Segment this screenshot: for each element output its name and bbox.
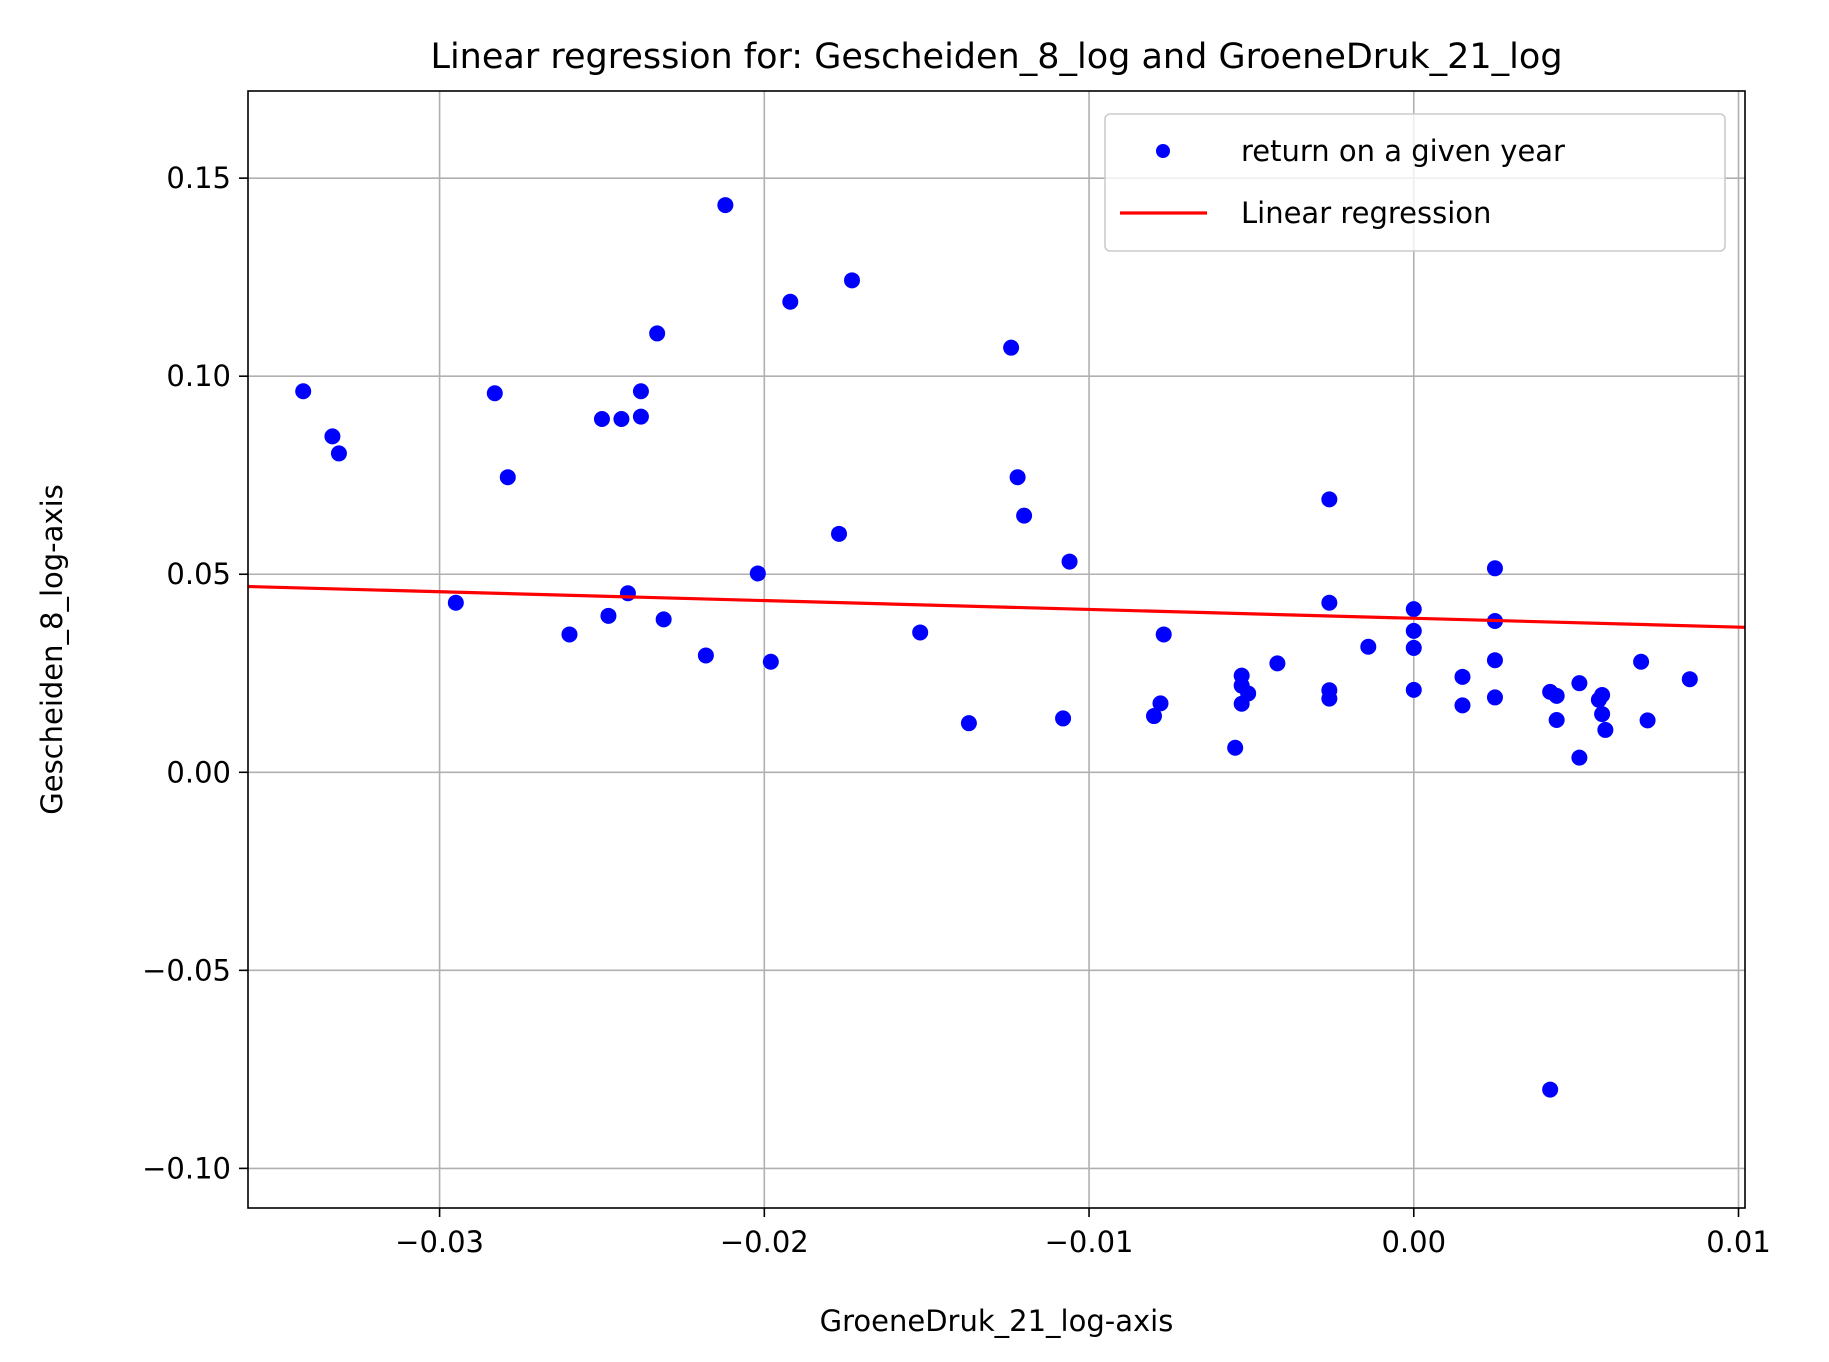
data-point: [1571, 675, 1588, 692]
data-point: [1321, 491, 1338, 508]
regression-line: [247, 584, 1746, 629]
data-point: [912, 624, 929, 641]
x-axis-title: GroeneDruk_21_log-axis: [820, 1304, 1174, 1338]
data-point: [1681, 671, 1698, 688]
data-point: [447, 594, 464, 611]
legend-box: [1104, 113, 1726, 252]
data-point: [600, 607, 617, 624]
x-tick-label: −0.03: [395, 1225, 484, 1259]
data-point: [1155, 626, 1172, 643]
data-point: [613, 410, 630, 427]
x-tick-label: −0.02: [720, 1225, 809, 1259]
x-tick-label: −0.01: [1045, 1225, 1134, 1259]
data-point: [1009, 469, 1026, 486]
data-point: [1405, 622, 1422, 639]
legend-marker-scatter: [1156, 144, 1170, 158]
data-point: [330, 445, 347, 462]
data-point: [1633, 653, 1650, 670]
data-point: [1145, 708, 1162, 725]
y-tick-label: −0.10: [142, 1151, 231, 1185]
ticks: −0.03 −0.02 −0.01 0.00 0.01 −0.10 −0.05 0.00 0.0…: [142, 161, 1771, 1259]
data-point: [499, 469, 516, 486]
data-point: [1321, 690, 1338, 707]
data-point: [1548, 712, 1565, 729]
data-point: [295, 383, 312, 400]
data-point: [1016, 507, 1033, 524]
y-tick-label: 0.10: [166, 359, 231, 393]
data-point: [831, 525, 848, 542]
data-point: [1321, 594, 1338, 611]
data-point: [1486, 689, 1503, 706]
data-point: [762, 653, 779, 670]
data-point: [1486, 652, 1503, 669]
data-point: [1061, 553, 1078, 570]
data-point: [1269, 655, 1286, 672]
data-point: [1405, 639, 1422, 656]
data-point: [655, 611, 672, 628]
data-point: [619, 585, 636, 602]
data-point: [1454, 697, 1471, 714]
y-tick-label: 0.00: [166, 755, 231, 789]
data-point: [782, 293, 799, 310]
data-point: [1405, 601, 1422, 618]
data-point: [486, 385, 503, 402]
data-point: [1548, 687, 1565, 704]
data-point: [1227, 739, 1244, 756]
plot-data: [247, 197, 1746, 1098]
data-point: [749, 565, 766, 582]
data-point: [1405, 681, 1422, 698]
data-point: [960, 715, 977, 732]
legend: return on a given year Linear regression: [1104, 113, 1726, 252]
data-point: [561, 626, 578, 643]
data-point: [1240, 685, 1257, 702]
y-tick-label: 0.05: [166, 557, 231, 591]
y-tick-label: 0.15: [166, 161, 231, 195]
x-tick-label: 0.01: [1706, 1225, 1771, 1259]
legend-label-line: Linear regression: [1241, 196, 1491, 230]
data-point: [843, 272, 860, 289]
data-point: [1003, 339, 1020, 356]
data-point: [717, 197, 734, 214]
data-point: [649, 325, 666, 342]
data-point: [1571, 749, 1588, 766]
data-point: [1486, 560, 1503, 577]
data-point: [1055, 710, 1072, 727]
data-point: [1152, 695, 1169, 712]
data-point: [1594, 687, 1611, 704]
data-point: [1594, 706, 1611, 723]
y-tick-label: −0.05: [142, 953, 231, 987]
data-point: [1360, 638, 1377, 655]
y-axis-title: Gescheiden_8_log-axis: [35, 484, 69, 815]
legend-label-scatter: return on a given year: [1241, 134, 1565, 168]
axes-frame: [247, 90, 1746, 1209]
data-point: [632, 383, 649, 400]
chart-title: Linear regression for: Gescheiden_8_log …: [430, 37, 1562, 77]
data-point: [697, 647, 714, 664]
data-point: [1454, 668, 1471, 685]
data-point: [1597, 721, 1614, 738]
data-point: [1542, 1081, 1559, 1098]
data-point: [1639, 712, 1656, 729]
data-point: [593, 410, 610, 427]
x-tick-label: 0.00: [1381, 1225, 1446, 1259]
data-point: [632, 408, 649, 425]
data-point: [324, 428, 341, 445]
